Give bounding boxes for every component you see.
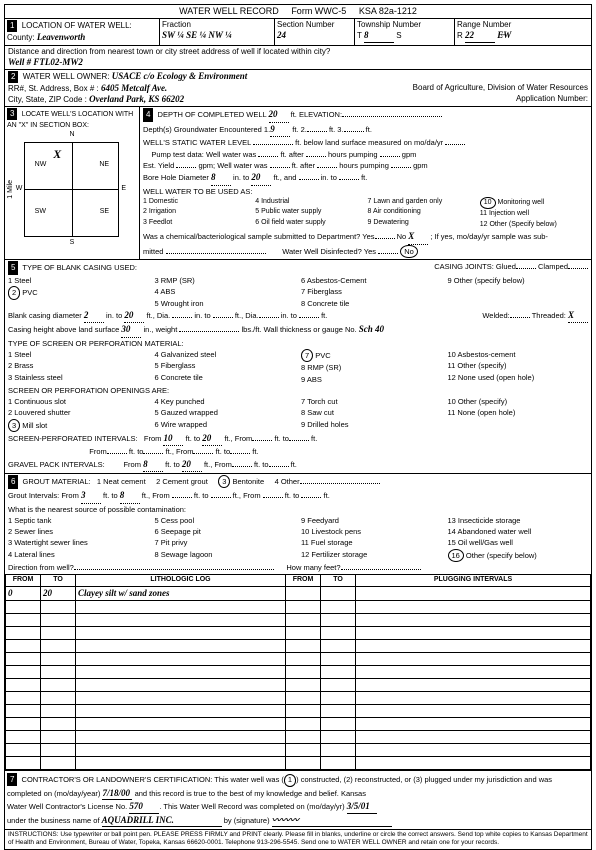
- casing-2-circled: 2: [8, 286, 20, 299]
- appno-label: Application Number:: [516, 94, 588, 104]
- owner-addr: 6405 Metcalf Ave.: [101, 83, 167, 93]
- instructions: INSTRUCTIONS: Use typewriter or ball poi…: [5, 829, 591, 848]
- business-name: AQUADRILL INC.: [102, 814, 222, 828]
- section-3-4: 3 LOCATE WELL'S LOCATION WITH AN "X" IN …: [5, 106, 591, 259]
- owner-city: Overland Park, KS 66202: [89, 94, 184, 104]
- license-no: 570: [129, 800, 159, 814]
- contam-16-circled: 16: [448, 549, 464, 562]
- completed-date: 7/18/00: [102, 787, 132, 801]
- township-label: Township Number: [357, 20, 421, 29]
- fraction-value: SW ¼ SE ¼ NW ¼: [162, 30, 232, 40]
- county-value: Leavenworth: [37, 32, 86, 42]
- section-2-owner: 2 WATER WELL OWNER: USACE c/o Ecology & …: [5, 69, 591, 107]
- cert-1-circled: 1: [284, 774, 296, 787]
- range-value: 22: [465, 30, 495, 42]
- record-date: 3/5/01: [347, 800, 377, 814]
- township-value: 8: [364, 30, 394, 42]
- section-number-7: 7: [7, 773, 17, 786]
- section-5: 5 TYPE OF BLANK CASING USED: CASING JOIN…: [5, 259, 591, 473]
- depth-value: 20: [269, 108, 289, 123]
- section-number-4: 4: [143, 108, 153, 122]
- board-label: Board of Agriculture, Division of Water …: [413, 83, 588, 93]
- signature: 〰〰〰: [272, 814, 392, 828]
- lithologic-log-table: FROM TO LITHOLOGIC LOG FROM TO PLUGGING …: [5, 574, 591, 770]
- section-label: Section Number: [277, 20, 334, 29]
- well-id: Well # FTL02-MW2: [8, 57, 83, 67]
- open-3-circled: 3: [8, 419, 20, 432]
- grout-3-circled: 3: [218, 475, 230, 488]
- gauge-value: Sch 40: [359, 324, 384, 334]
- x-mark: X: [53, 147, 61, 162]
- screen-7-circled: 7: [301, 349, 313, 362]
- form-header: WATER WELL RECORD Form WWC-5 KSA 82a-121…: [5, 5, 591, 18]
- section-number-3: 3: [7, 108, 17, 120]
- use-options: 1 Domestic 2 Irrigation 3 Feedlot 4 Indu…: [143, 197, 588, 231]
- range-label: Range Number: [457, 20, 511, 29]
- section-number-6: 6: [8, 475, 18, 489]
- section-6: 6 GROUT MATERIAL: 1 Neat cement 2 Cement…: [5, 473, 591, 574]
- disinfect-no-circled: No: [400, 245, 418, 258]
- section-number-5: 5: [8, 261, 18, 275]
- section-number-2: 2: [8, 71, 18, 83]
- fraction-label: Fraction: [162, 20, 191, 29]
- section-1-location: 1 LOCATION OF WATER WELL: County: Leaven…: [5, 18, 591, 44]
- compass-box: NW NE SW SE X: [24, 142, 119, 237]
- section-value: 24: [277, 30, 286, 40]
- owner-name: USACE c/o Ecology & Environment: [112, 71, 248, 81]
- use-10-circled: 10: [480, 197, 496, 210]
- section-number-1: 1: [7, 20, 17, 32]
- well-id-row: Distance and direction from nearest town…: [5, 45, 591, 69]
- log-row: 0 20 Clayey silt w/ sand zones: [6, 586, 591, 600]
- county-label: County:: [7, 33, 35, 42]
- location-title: LOCATION OF WATER WELL:: [22, 21, 132, 30]
- section-7-cert: 7 CONTRACTOR'S OR LANDOWNER'S CERTIFICAT…: [5, 770, 591, 829]
